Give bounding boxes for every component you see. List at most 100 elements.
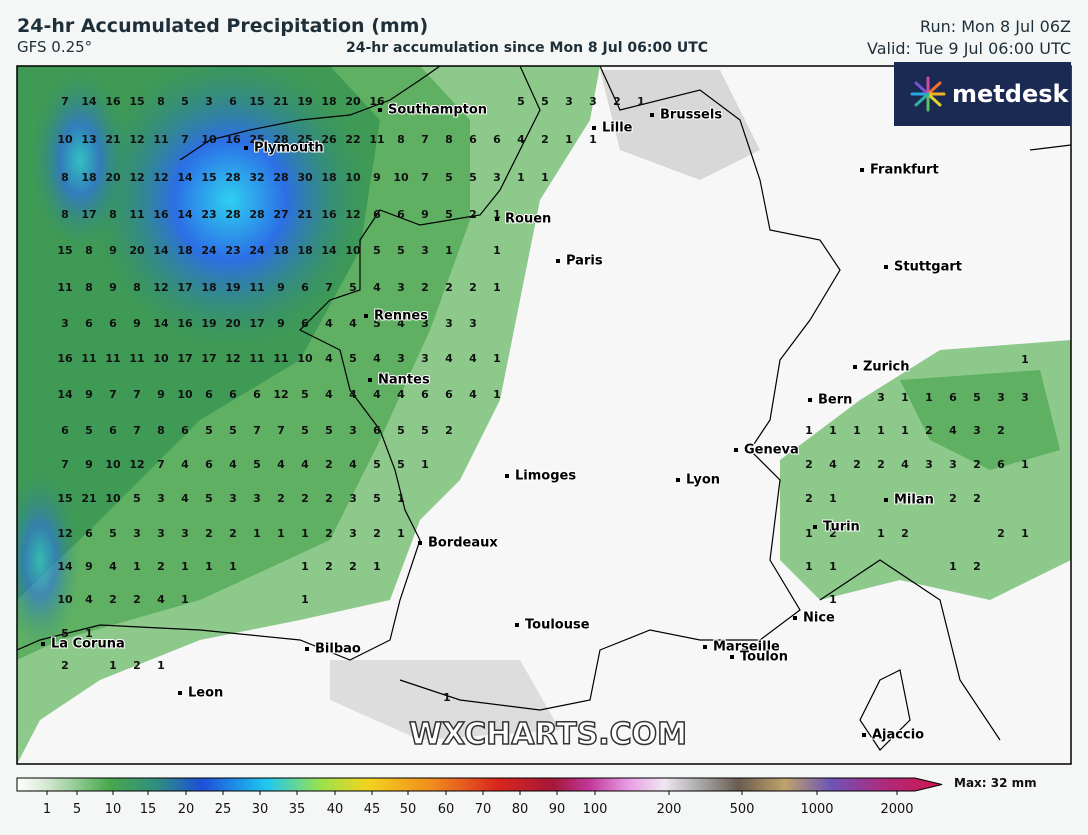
grid-value: 6	[109, 424, 117, 437]
grid-value: 12	[273, 388, 288, 401]
grid-value: 6	[397, 208, 405, 221]
grid-value: 9	[277, 317, 285, 330]
grid-value: 6	[181, 424, 189, 437]
grid-value: 2	[541, 133, 549, 146]
colorbar-tick-label: 45	[364, 802, 381, 817]
grid-value: 6	[61, 424, 69, 437]
grid-value: 1	[853, 424, 861, 437]
grid-value: 28	[273, 171, 288, 184]
grid-value: 1	[157, 659, 165, 672]
grid-value: 2	[445, 281, 453, 294]
grid-value: 8	[133, 281, 141, 294]
grid-value: 4	[349, 388, 357, 401]
colorbar-tick-label: 100	[583, 802, 608, 817]
colorbar-tick-label: 5	[73, 802, 81, 817]
grid-value: 8	[397, 133, 405, 146]
grid-value: 10	[297, 352, 313, 365]
grid-value: 25	[297, 133, 312, 146]
grid-value: 9	[133, 317, 141, 330]
grid-value: 2	[325, 560, 333, 573]
grid-value: 17	[201, 352, 216, 365]
grid-value: 3	[493, 171, 501, 184]
grid-value: 5	[373, 458, 381, 471]
grid-value: 17	[177, 281, 192, 294]
colorbar-tick-label: 15	[140, 802, 157, 817]
grid-value: 9	[157, 388, 165, 401]
grid-value: 18	[297, 244, 312, 257]
grid-value: 10	[153, 352, 169, 365]
colorbar-tick-label: 60	[438, 802, 455, 817]
grid-value: 4	[181, 492, 189, 505]
colorbar-tick-label: 1	[43, 802, 51, 817]
grid-value: 1	[443, 691, 451, 704]
grid-value: 3	[181, 527, 189, 540]
colorbar-bar	[16, 777, 943, 792]
grid-value: 7	[253, 424, 261, 437]
grid-value: 15	[201, 171, 216, 184]
grid-value: 23	[225, 244, 240, 257]
grid-value: 5	[973, 391, 981, 404]
grid-value: 11	[129, 352, 144, 365]
grid-value: 18	[273, 244, 288, 257]
grid-value: 16	[105, 95, 121, 108]
grid-value: 10	[345, 244, 361, 257]
city-label: Frankfurt	[870, 163, 939, 178]
city-marker	[515, 623, 519, 627]
grid-value: 3	[349, 424, 357, 437]
grid-value: 5	[445, 171, 453, 184]
grid-value: 6	[229, 95, 237, 108]
grid-value: 9	[85, 388, 93, 401]
cloud-area	[330, 660, 560, 740]
grid-value: 1	[925, 391, 933, 404]
city-labels: Southampton Brussels Lille Plymouth Frankfur…	[41, 102, 963, 744]
city-label: Southampton	[388, 103, 487, 118]
grid-value: 16	[321, 208, 337, 221]
grid-value: 5	[301, 388, 309, 401]
grid-value: 1	[565, 133, 573, 146]
grid-value: 4	[373, 388, 381, 401]
grid-value: 12	[129, 171, 144, 184]
city-marker	[860, 168, 864, 172]
grid-value: 6	[421, 388, 429, 401]
grid-value: 18	[201, 281, 216, 294]
grid-value: 1	[805, 527, 813, 540]
title: 24-hr Accumulated Precipitation (mm)	[17, 15, 428, 37]
city-marker	[41, 642, 45, 646]
grid-value: 21	[105, 133, 120, 146]
grid-value: 3	[925, 458, 933, 471]
grid-value: 3	[229, 492, 237, 505]
grid-value: 4	[157, 593, 165, 606]
city-label: Nantes	[378, 373, 430, 388]
grid-value: 4	[325, 352, 333, 365]
grid-value: 4	[469, 352, 477, 365]
grid-value: 9	[85, 560, 93, 573]
grid-value: 17	[177, 352, 192, 365]
grid-value: 9	[109, 281, 117, 294]
grid-value: 18	[81, 171, 96, 184]
grid-value: 5	[397, 424, 405, 437]
valid-time: Valid: Tue 9 Jul 06:00 UTC	[867, 39, 1071, 58]
grid-value: 7	[421, 171, 429, 184]
city-label: Lyon	[686, 473, 720, 488]
grid-value: 22	[345, 133, 360, 146]
grid-value: 9	[421, 208, 429, 221]
grid-value: 2	[349, 560, 357, 573]
grid-value: 12	[225, 352, 240, 365]
grid-value: 3	[421, 244, 429, 257]
logo: metdesk	[894, 62, 1071, 126]
grid-value: 2	[229, 527, 237, 540]
grid-value: 5	[325, 424, 333, 437]
colorbar-tick-label: 2000	[880, 802, 913, 817]
city-label: Bilbao	[315, 642, 361, 657]
city-marker	[244, 146, 248, 150]
grid-value: 4	[109, 560, 117, 573]
grid-value: 6	[997, 458, 1005, 471]
grid-value: 10	[57, 133, 73, 146]
grid-value: 4	[229, 458, 237, 471]
grid-value: 1	[517, 171, 525, 184]
city-label: Nice	[803, 611, 835, 626]
grid-value: 8	[445, 133, 453, 146]
grid-value: 27	[273, 208, 288, 221]
grid-value: 1	[805, 424, 813, 437]
grid-value: 1	[829, 492, 837, 505]
